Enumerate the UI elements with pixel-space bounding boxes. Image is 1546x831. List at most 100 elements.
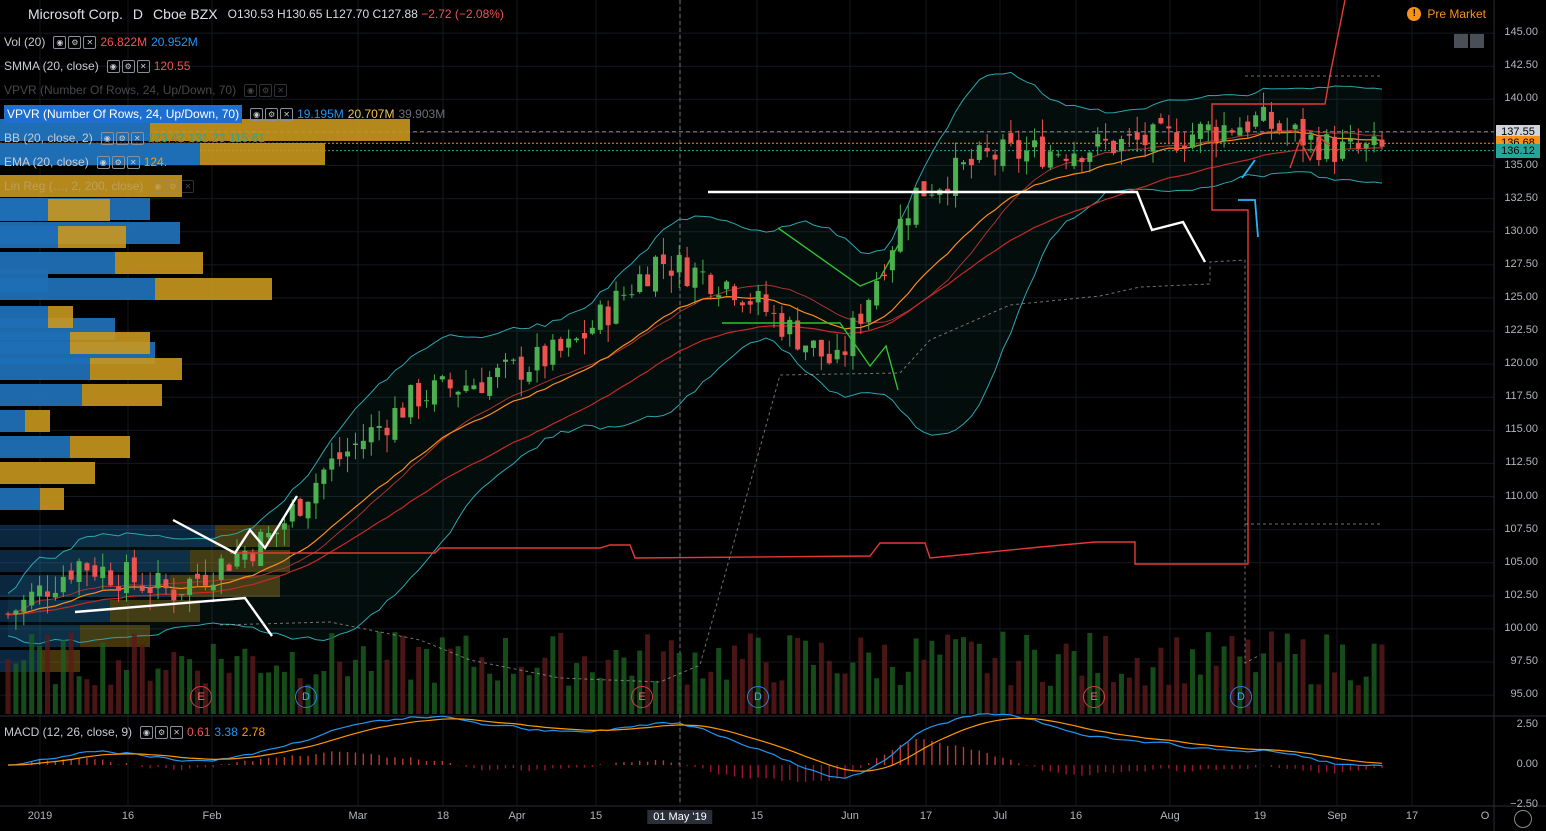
- candle-body: [976, 145, 982, 160]
- macd-controls[interactable]: ◉ ⚙ ✕: [140, 725, 184, 739]
- candle-body: [708, 274, 714, 295]
- candle-body: [1268, 111, 1274, 129]
- candle-body: [1079, 158, 1085, 163]
- symbol-name[interactable]: Microsoft Corp.: [28, 6, 123, 22]
- time-tick: 01 May '19: [647, 810, 713, 824]
- earnings-marker[interactable]: E: [631, 686, 653, 708]
- indicator-row[interactable]: Lin Reg (…, 2, 200, close) ◉ ⚙ ✕: [4, 177, 195, 195]
- volume-bar: [352, 659, 358, 714]
- gear-icon[interactable]: ⚙: [166, 179, 180, 193]
- volume-bar: [716, 648, 722, 714]
- indicator-label[interactable]: EMA (20, close): [4, 155, 89, 169]
- indicator-controls[interactable]: ◉ ⚙ ✕: [100, 131, 144, 145]
- eye-icon[interactable]: ◉: [140, 725, 154, 739]
- macd-line-value: 3.38: [214, 725, 238, 739]
- candle-body: [21, 599, 27, 612]
- dividend-marker[interactable]: D: [747, 686, 769, 708]
- interval-label[interactable]: D: [132, 6, 144, 22]
- candle-body: [534, 346, 540, 371]
- volume-bar: [700, 678, 706, 714]
- volume-bar: [131, 633, 137, 714]
- indicator-controls[interactable]: ◉ ⚙ ✕: [244, 83, 288, 97]
- volume-bar: [242, 648, 248, 714]
- indicator-row[interactable]: BB (20, close, 2) ◉ ⚙ ✕ 123.42 131.23 115.61: [4, 129, 265, 147]
- eye-icon[interactable]: ◉: [250, 107, 264, 121]
- gear-icon[interactable]: ⚙: [259, 83, 273, 97]
- pre-market-badge[interactable]: ! Pre Market: [1407, 7, 1486, 21]
- price-tick: 100.00: [1504, 621, 1538, 634]
- volume-bar: [179, 656, 185, 714]
- collapse-pane-icon[interactable]: [1454, 34, 1468, 48]
- earnings-marker[interactable]: E: [190, 686, 212, 708]
- macd-legend[interactable]: MACD (12, 26, close, 9) ◉ ⚙ ✕ 0.61 3.38 2.…: [4, 723, 265, 741]
- indicator-controls[interactable]: ◉ ⚙ ✕: [151, 179, 195, 193]
- gear-icon[interactable]: ⚙: [121, 59, 135, 73]
- indicator-row[interactable]: VPVR (Number Of Rows, 24, Up/Down, 70) ◉ ⚙…: [4, 105, 445, 123]
- eye-icon[interactable]: ◉: [244, 83, 258, 97]
- close-icon[interactable]: ✕: [83, 35, 97, 49]
- indicator-row[interactable]: Vol (20) ◉ ⚙ ✕ 26.822M 20.952M: [4, 33, 198, 51]
- close-icon[interactable]: ✕: [181, 179, 195, 193]
- gear-icon[interactable]: ⚙: [265, 107, 279, 121]
- volume-bar: [250, 656, 256, 714]
- dividend-marker[interactable]: D: [295, 686, 317, 708]
- indicator-row[interactable]: EMA (20, close) ◉ ⚙ ✕ 124.: [4, 153, 167, 171]
- indicator-label[interactable]: VPVR (Number Of Rows, 24, Up/Down, 70): [4, 105, 243, 123]
- volume-bar: [1103, 636, 1109, 714]
- volume-bar: [52, 684, 58, 714]
- vpvr-down-bar: [48, 306, 73, 328]
- indicator-label[interactable]: Vol (20): [4, 35, 46, 49]
- gear-icon[interactable]: ⚙: [115, 131, 129, 145]
- volume-bar: [953, 639, 959, 714]
- candle-body: [179, 594, 185, 596]
- candle-body: [1213, 126, 1219, 142]
- volume-bar: [787, 635, 793, 714]
- eye-icon[interactable]: ◉: [151, 179, 165, 193]
- maximize-pane-icon[interactable]: [1470, 34, 1484, 48]
- close-icon[interactable]: ✕: [130, 131, 144, 145]
- volume-bar: [1324, 634, 1330, 714]
- close-icon[interactable]: ✕: [280, 107, 294, 121]
- eye-icon[interactable]: ◉: [100, 131, 114, 145]
- close-icon[interactable]: ✕: [274, 83, 288, 97]
- candle-body: [44, 591, 50, 597]
- indicator-controls[interactable]: ◉ ⚙ ✕: [53, 35, 97, 49]
- indicator-controls[interactable]: ◉ ⚙ ✕: [250, 107, 294, 121]
- gear-icon[interactable]: ⚙: [68, 35, 82, 49]
- vpvr-down-bar: [90, 358, 182, 380]
- time-tick: 17: [1405, 810, 1419, 822]
- eye-icon[interactable]: ◉: [106, 59, 120, 73]
- close-icon[interactable]: ✕: [170, 725, 184, 739]
- volume-bar: [668, 640, 674, 714]
- indicator-row[interactable]: VPVR (Number Of Rows, 24, Up/Down, 70) ◉ ⚙…: [4, 81, 288, 99]
- volume-bar: [281, 671, 287, 714]
- volume-bar: [1008, 685, 1014, 714]
- eye-icon[interactable]: ◉: [96, 155, 110, 169]
- indicator-controls[interactable]: ◉ ⚙ ✕: [106, 59, 150, 73]
- candle-body: [297, 498, 303, 516]
- gear-icon[interactable]: ⚙: [155, 725, 169, 739]
- volume-bar: [747, 633, 753, 714]
- vpvr-up-bar: [0, 384, 82, 406]
- gear-icon[interactable]: ⚙: [111, 155, 125, 169]
- indicator-row[interactable]: SMMA (20, close) ◉ ⚙ ✕ 120.55: [4, 57, 190, 75]
- volume-bar: [116, 660, 122, 714]
- candle-body: [37, 585, 43, 597]
- dividend-marker[interactable]: D: [1230, 686, 1252, 708]
- candle-body: [360, 440, 366, 450]
- indicator-label[interactable]: VPVR (Number Of Rows, 24, Up/Down, 70): [4, 83, 237, 97]
- indicator-label[interactable]: SMMA (20, close): [4, 59, 99, 73]
- price-tick: 127.50: [1504, 257, 1538, 270]
- settings-gear-icon[interactable]: [1514, 810, 1532, 828]
- indicator-controls[interactable]: ◉ ⚙ ✕: [96, 155, 140, 169]
- close-icon[interactable]: ✕: [136, 59, 150, 73]
- eye-icon[interactable]: ◉: [53, 35, 67, 49]
- vpvr-up-bar: [0, 278, 155, 300]
- earnings-marker[interactable]: E: [1083, 686, 1105, 708]
- indicator-label[interactable]: Lin Reg (…, 2, 200, close): [4, 179, 144, 193]
- indicator-label[interactable]: BB (20, close, 2): [4, 131, 93, 145]
- volume-bar: [487, 673, 493, 714]
- close-icon[interactable]: ✕: [126, 155, 140, 169]
